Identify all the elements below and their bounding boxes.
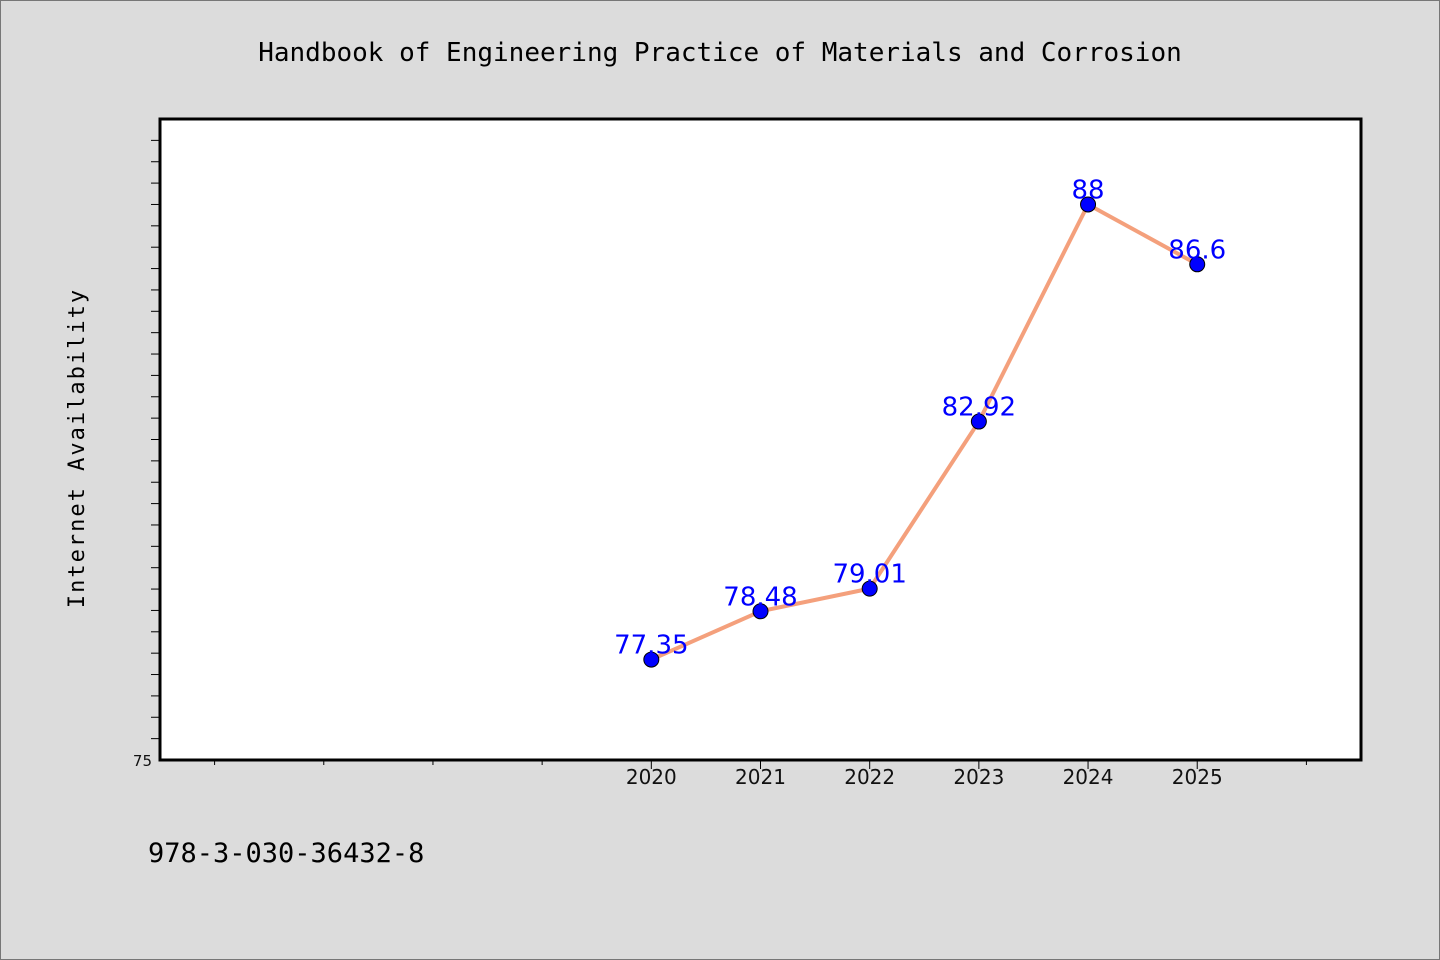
y-axis-ticks: 75: [133, 139, 159, 770]
x-tick-label-4: 2024: [1063, 765, 1114, 789]
data-point-5: [1189, 256, 1206, 273]
data-label-2: 79.01: [832, 560, 906, 590]
x-tick-label-2: 2022: [844, 765, 895, 789]
data-point-4: [1080, 196, 1097, 213]
x-tick-label-0: 2020: [626, 765, 677, 789]
series-group: 77.35 78.48 79.01 82.92 88 86.6: [614, 175, 1226, 668]
isbn-footer: 978-3-030-36432-8: [148, 838, 424, 869]
data-label-0: 77.35: [614, 631, 688, 661]
data-label-4: 88: [1071, 175, 1104, 205]
x-axis-ticks: 2020 2021 2022 2023 2024 2025: [214, 761, 1307, 789]
y-tick-label-0: 75: [133, 752, 152, 770]
data-point-3: [970, 413, 987, 430]
y-axis-label: Internet Availability: [65, 288, 90, 608]
plot-area: [158, 117, 1363, 762]
data-point-1: [752, 603, 769, 620]
data-label-1: 78.48: [723, 582, 797, 612]
x-tick-label-5: 2025: [1172, 765, 1223, 789]
x-tick-label-1: 2021: [735, 765, 786, 789]
data-point-2: [861, 580, 878, 597]
series-line-0: [649, 202, 1200, 662]
data-label-5: 86.6: [1168, 235, 1226, 265]
data-label-3: 82.92: [942, 393, 1016, 423]
x-tick-label-3: 2023: [953, 765, 1004, 789]
data-point-0: [643, 651, 660, 668]
chart-title: Handbook of Engineering Practice of Mate…: [258, 38, 1182, 68]
